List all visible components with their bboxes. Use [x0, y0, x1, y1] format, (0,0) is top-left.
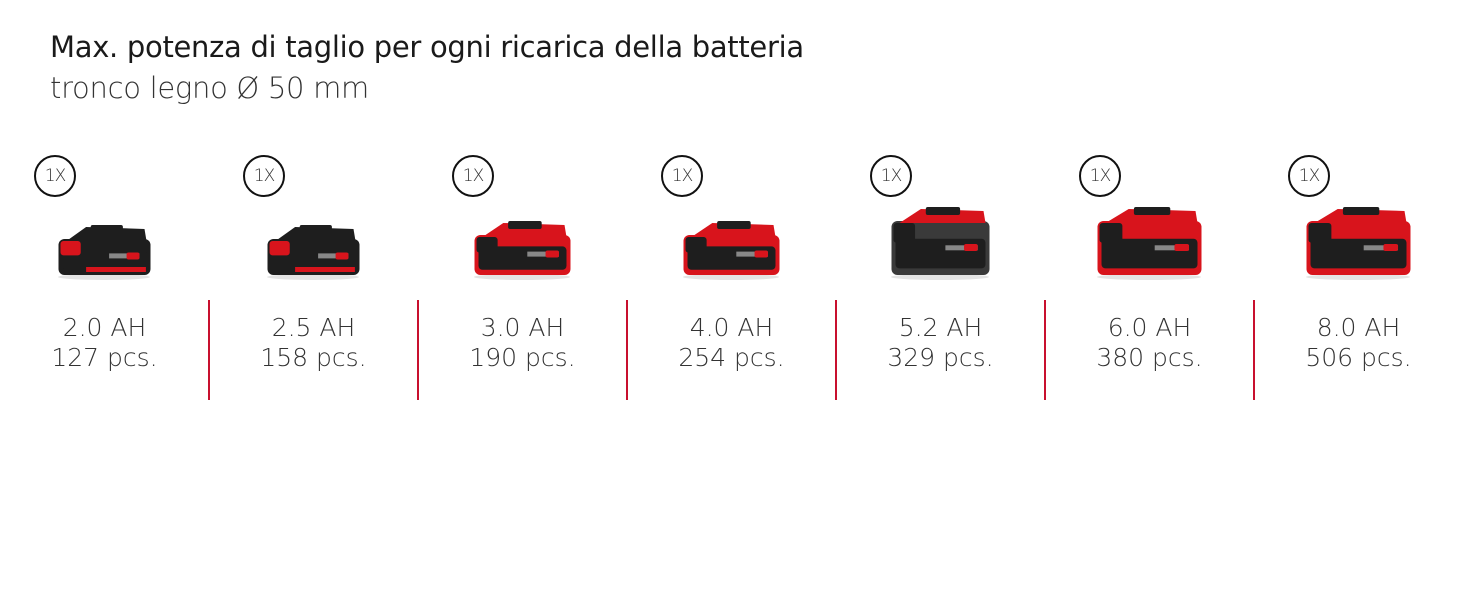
column-divider: [417, 300, 419, 400]
battery-pack-image: [418, 195, 627, 280]
battery-column: 1X 2.0 AH 127 pcs.: [0, 150, 209, 410]
column-divider: [835, 300, 837, 400]
quantity-badge: 1X: [243, 155, 285, 197]
page-title: Max. potenza di taglio per ogni ricarica…: [50, 30, 804, 64]
battery-column: 1X 6.0 AH 380 pcs.: [1044, 150, 1254, 410]
column-divider: [1253, 300, 1255, 400]
cut-count: 127 pcs.: [51, 343, 158, 372]
battery-pack-image: [1045, 195, 1254, 280]
battery-column: 1X 2.5 AH 158 pcs.: [208, 150, 418, 410]
battery-pack-image: [836, 195, 1045, 280]
cut-count: 329 pcs.: [887, 343, 994, 372]
cut-count: 158 pcs.: [260, 343, 367, 372]
battery-capacity: 2.0 AH: [62, 313, 147, 342]
column-divider: [626, 300, 628, 400]
battery-capacity: 5.2 AH: [898, 313, 983, 342]
quantity-badge: 1X: [661, 155, 703, 197]
battery-capacity: 2.5 AH: [271, 313, 356, 342]
battery-capacity: 6.0 AH: [1107, 313, 1192, 342]
quantity-badge: 1X: [34, 155, 76, 197]
quantity-badge: 1X: [452, 155, 494, 197]
battery-capacity: 3.0 AH: [480, 313, 565, 342]
battery-column: 1X 4.0 AH 254 pcs.: [626, 150, 836, 410]
cut-count: 380 pcs.: [1096, 343, 1203, 372]
quantity-badge: 1X: [1079, 155, 1121, 197]
battery-pack-image: [627, 195, 836, 280]
cut-count: 254 pcs.: [678, 343, 785, 372]
column-divider: [1044, 300, 1046, 400]
battery-column: 1X 8.0 AH 506 pcs.: [1253, 150, 1463, 410]
battery-capacity: 8.0 AH: [1316, 313, 1401, 342]
page-subtitle: tronco legno Ø 50 mm: [50, 71, 369, 105]
cut-count: 506 pcs.: [1305, 343, 1412, 372]
battery-pack-image: [1254, 195, 1463, 280]
battery-pack-image: [209, 195, 418, 280]
quantity-badge: 1X: [1288, 155, 1330, 197]
battery-column: 1X 3.0 AH 190 pcs.: [417, 150, 627, 410]
battery-capacity: 4.0 AH: [689, 313, 774, 342]
cut-count: 190 pcs.: [469, 343, 576, 372]
quantity-badge: 1X: [870, 155, 912, 197]
column-divider: [208, 300, 210, 400]
battery-pack-image: [0, 195, 209, 280]
battery-column: 1X 5.2 AH 329 pcs.: [835, 150, 1045, 410]
